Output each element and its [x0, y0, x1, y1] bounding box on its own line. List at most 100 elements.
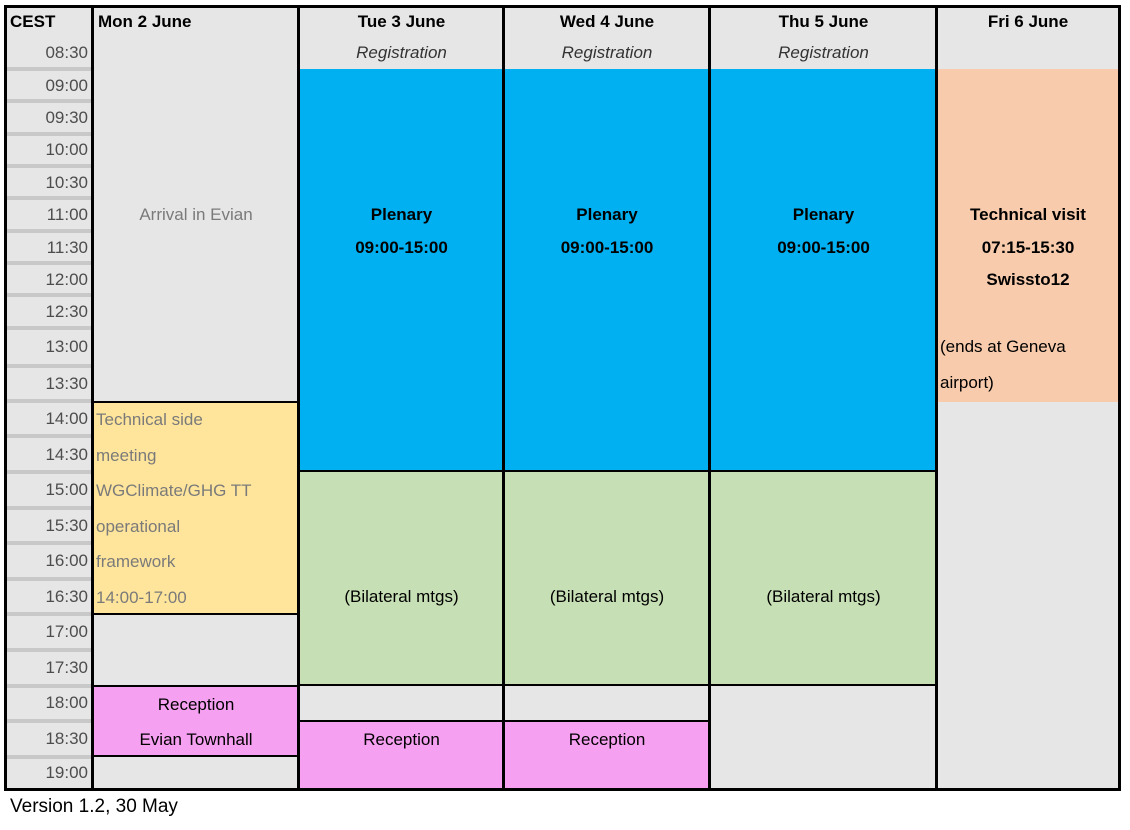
grid-border-top — [4, 5, 1121, 8]
reception-townhall-event: Reception Evian Townhall — [94, 685, 298, 757]
plenary-event-thu: Plenary 09:00-15:00 — [711, 69, 936, 472]
plenary-title: Plenary — [576, 205, 638, 224]
reception-event-tue: Reception — [300, 720, 503, 790]
registration-label-wed: Registration — [561, 43, 653, 62]
time-label: 18:00 — [45, 693, 88, 712]
time-label: 09:30 — [45, 108, 88, 127]
day-header-tue: Tue 3 June — [357, 12, 446, 31]
time-label: 16:30 — [45, 587, 88, 606]
registration-label-thu: Registration — [778, 43, 869, 62]
technical-visit-place: Swissto12 — [986, 270, 1070, 289]
technical-visit-event: Technical visit 07:15-15:30 Swissto12 (e… — [938, 69, 1118, 402]
schedule-grid: CEST Mon 2 June Tue 3 June Registration … — [4, 0, 1121, 800]
time-tick — [6, 434, 91, 438]
time-label: 13:00 — [45, 337, 88, 356]
time-label: 18:30 — [45, 729, 88, 748]
reception-label: Reception — [568, 730, 646, 749]
time-label: 14:30 — [45, 445, 88, 464]
time-column-header: CEST — [10, 12, 56, 31]
bilateral-event-tue: (Bilateral mtgs) — [300, 472, 503, 686]
time-tick — [6, 684, 91, 688]
reception-townhall-line: Reception — [157, 695, 235, 714]
time-tick — [6, 229, 91, 233]
column-divider — [708, 5, 711, 791]
bilateral-label: (Bilateral mtgs) — [766, 587, 881, 606]
time-label: 10:00 — [45, 140, 88, 159]
column-divider — [297, 5, 300, 791]
time-tick — [6, 577, 91, 581]
registration-label-tue: Registration — [356, 43, 447, 62]
plenary-event-wed: Plenary 09:00-15:00 — [505, 69, 709, 472]
day-header-thu: Thu 5 June — [778, 12, 869, 31]
technical-visit-time: 07:15-15:30 — [981, 238, 1075, 257]
time-label: 15:00 — [45, 480, 88, 499]
version-footer: Version 1.2, 30 May — [10, 796, 178, 817]
column-divider — [502, 5, 505, 791]
time-tick — [6, 364, 91, 368]
side-meeting-line: meeting — [96, 446, 157, 465]
time-label: 13:30 — [45, 374, 88, 393]
day-header-mon: Mon 2 June — [98, 12, 192, 31]
bilateral-event-thu: (Bilateral mtgs) — [711, 472, 936, 686]
day-header-wed: Wed 4 June — [559, 12, 655, 31]
reception-event-wed: Reception — [505, 720, 709, 790]
plenary-title: Plenary — [370, 205, 433, 224]
time-label: 11:00 — [46, 205, 88, 224]
technical-visit-note: airport) — [940, 373, 994, 392]
technical-visit-title: Technical visit — [970, 205, 1086, 224]
time-tick — [6, 132, 91, 136]
side-meeting-event: Technical side meeting WGClimate/GHG TT … — [94, 401, 298, 615]
time-label: 12:00 — [45, 270, 88, 289]
time-tick — [6, 196, 91, 200]
side-meeting-line: 14:00-17:00 — [96, 588, 187, 607]
time-tick — [6, 399, 91, 403]
time-label: 16:00 — [45, 551, 88, 570]
side-meeting-line: operational — [96, 517, 181, 536]
side-meeting-line: WGClimate/GHG TT — [96, 481, 252, 500]
time-label: 12:30 — [45, 302, 88, 321]
bilateral-label: (Bilateral mtgs) — [549, 587, 665, 606]
time-tick — [6, 261, 91, 265]
plenary-time: 09:00-15:00 — [355, 238, 448, 257]
time-tick — [6, 470, 91, 474]
plenary-title: Plenary — [792, 205, 855, 224]
grid-border-right — [1118, 5, 1121, 791]
time-tick — [6, 719, 91, 723]
day-header-fri: Fri 6 June — [987, 12, 1069, 31]
time-tick — [6, 648, 91, 652]
grid-border-left — [4, 5, 7, 791]
plenary-time: 09:00-15:00 — [560, 238, 654, 257]
side-meeting-line: Technical side — [96, 410, 203, 429]
time-label: 19:00 — [45, 763, 88, 782]
reception-townhall-line: Evian Townhall — [139, 730, 253, 749]
time-tick — [6, 99, 91, 103]
time-label: 11:30 — [46, 238, 88, 257]
time-tick — [6, 293, 91, 297]
plenary-time: 09:00-15:00 — [777, 238, 870, 257]
time-tick — [6, 506, 91, 510]
time-label: 09:00 — [45, 76, 88, 95]
bilateral-label: (Bilateral mtgs) — [344, 587, 459, 606]
reception-label: Reception — [363, 730, 440, 749]
side-meeting-line: framework — [96, 552, 176, 571]
time-label: 14:00 — [45, 409, 88, 428]
column-divider — [91, 5, 94, 791]
bilateral-event-wed: (Bilateral mtgs) — [505, 472, 709, 686]
time-labels: 08:30 09:00 09:30 10:00 10:30 11:00 11:3… — [6, 0, 92, 800]
time-tick — [6, 67, 91, 71]
grid-border-bottom — [4, 788, 1121, 791]
plenary-event-tue: Plenary 09:00-15:00 — [300, 69, 503, 472]
time-label: 17:30 — [45, 658, 88, 677]
column-divider — [935, 5, 938, 791]
time-tick — [6, 326, 91, 330]
time-label: 17:00 — [45, 622, 88, 641]
technical-visit-note: (ends at Geneva — [940, 337, 1066, 356]
time-label: 10:30 — [45, 173, 88, 192]
time-label: 15:30 — [45, 516, 88, 535]
arrival-event: Arrival in Evian — [139, 205, 253, 224]
time-tick — [6, 755, 91, 759]
time-label: 08:30 — [45, 43, 88, 62]
time-tick — [6, 541, 91, 545]
time-tick — [6, 164, 91, 168]
time-tick — [6, 612, 91, 616]
